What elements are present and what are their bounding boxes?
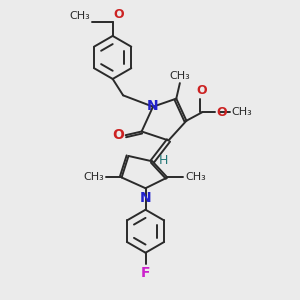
Text: N: N <box>147 99 159 113</box>
Text: O: O <box>196 84 207 97</box>
Text: H: H <box>159 154 168 167</box>
Text: CH₃: CH₃ <box>185 172 206 182</box>
Text: N: N <box>140 191 151 205</box>
Text: F: F <box>141 266 150 280</box>
Text: CH₃: CH₃ <box>232 107 252 117</box>
Text: CH₃: CH₃ <box>169 71 190 81</box>
Text: CH₃: CH₃ <box>83 172 104 182</box>
Text: O: O <box>217 106 227 119</box>
Text: O: O <box>112 128 124 142</box>
Text: O: O <box>114 8 124 21</box>
Text: CH₃: CH₃ <box>70 11 90 21</box>
